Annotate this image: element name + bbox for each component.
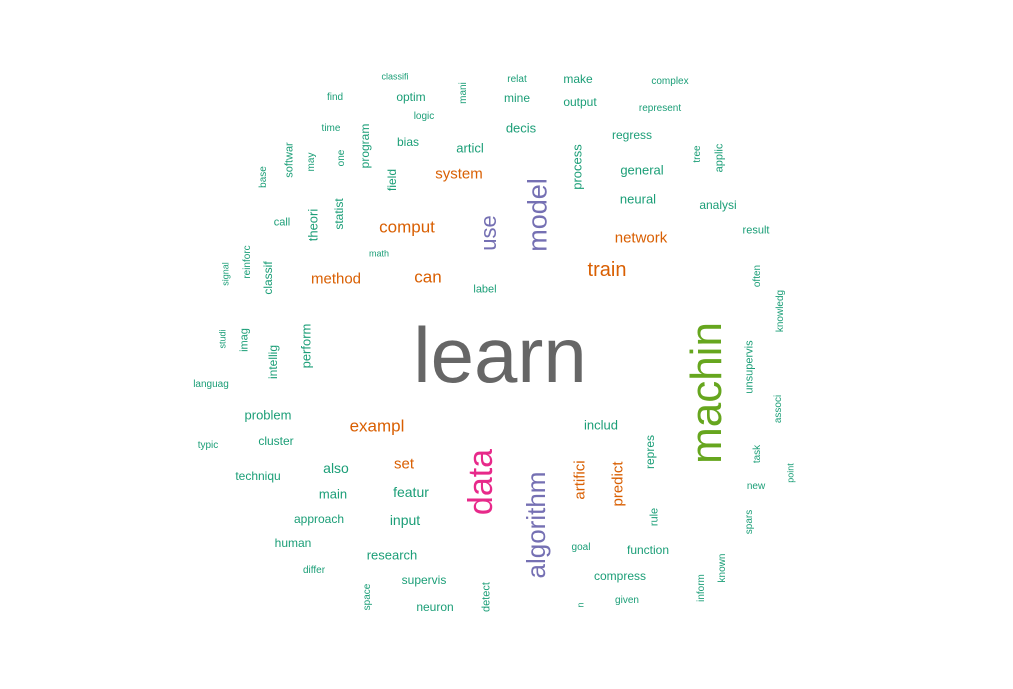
word-regress: regress bbox=[611, 128, 653, 142]
word-set: set bbox=[393, 455, 415, 473]
word-intellig: intellig bbox=[266, 344, 280, 380]
word-also: also bbox=[323, 460, 349, 476]
word-problem: problem bbox=[244, 407, 292, 423]
word-decis: decis bbox=[505, 120, 537, 136]
word-detect: detect bbox=[480, 582, 493, 612]
word-label: label bbox=[473, 283, 497, 296]
word-field: field bbox=[385, 168, 399, 192]
word-theori: theori bbox=[305, 208, 321, 242]
word-compress: compress bbox=[593, 569, 647, 583]
word-find: find bbox=[326, 92, 344, 103]
word-can: can bbox=[414, 267, 442, 287]
word-optim: optim bbox=[396, 90, 426, 104]
word-neural: neural bbox=[619, 191, 657, 207]
word-includ: includ bbox=[584, 417, 618, 433]
word-call: call bbox=[273, 216, 291, 229]
word-mani: mani bbox=[458, 82, 469, 104]
word-input: input bbox=[389, 512, 421, 528]
word-given: given bbox=[615, 595, 639, 606]
word-math: math bbox=[368, 248, 390, 259]
word-statist: statist bbox=[332, 198, 346, 230]
word-model: model bbox=[522, 178, 553, 252]
word-articl: articl bbox=[456, 140, 484, 156]
word-represent: represent bbox=[638, 103, 682, 114]
word-signal: signal bbox=[220, 262, 231, 286]
word-classifi: classifi bbox=[381, 71, 409, 82]
word-use: use bbox=[476, 215, 501, 251]
word-exampl: exampl bbox=[349, 416, 405, 436]
word-research: research bbox=[366, 547, 418, 563]
word-perform: perform bbox=[298, 323, 314, 369]
word-predict: predict bbox=[609, 461, 627, 507]
word-logic: logic bbox=[413, 111, 435, 122]
word-classif: classif bbox=[261, 261, 275, 295]
word-softwar: softwar bbox=[283, 142, 296, 178]
word-analysi: analysi bbox=[699, 198, 737, 212]
word-system: system bbox=[435, 165, 483, 183]
word-supervis: supervis bbox=[401, 573, 447, 587]
word-space: space bbox=[362, 583, 373, 611]
word-typic: typic bbox=[197, 440, 219, 451]
word-approach: approach bbox=[293, 512, 345, 526]
word-base: base bbox=[258, 166, 269, 188]
word-differ: differ bbox=[302, 565, 326, 576]
word-mine: mine bbox=[503, 91, 531, 105]
word-method: method bbox=[310, 270, 362, 288]
word-rule: rule bbox=[648, 507, 661, 527]
word-imag: imag bbox=[238, 328, 251, 352]
word-artifici: artifici bbox=[571, 460, 589, 500]
word-time: time bbox=[321, 123, 341, 134]
word-result: result bbox=[742, 224, 770, 237]
word-cluster: cluster bbox=[258, 434, 294, 448]
word-machin: machin bbox=[682, 322, 731, 464]
word-often: often bbox=[752, 264, 763, 288]
word-applic: applic bbox=[713, 143, 726, 173]
word-process: process bbox=[569, 144, 585, 190]
word-program: program bbox=[358, 123, 372, 169]
word-function: function bbox=[626, 543, 670, 557]
word-tree: tree bbox=[692, 145, 703, 163]
word-unsupervis: unsupervis bbox=[743, 340, 756, 394]
word-studi: studi bbox=[217, 329, 228, 349]
word-main: main bbox=[318, 486, 348, 502]
word-train: train bbox=[587, 259, 627, 281]
word-make: make bbox=[563, 72, 593, 86]
word-point: point bbox=[785, 463, 796, 483]
word-languag: languag bbox=[193, 379, 229, 390]
word-comput: comput bbox=[379, 217, 435, 237]
word-data: data bbox=[462, 448, 500, 516]
word-relat: relat bbox=[507, 74, 527, 85]
word-goal: goal bbox=[571, 542, 591, 553]
word-associ: associ bbox=[773, 394, 784, 424]
word-knowledg: knowledg bbox=[775, 289, 786, 333]
word-algorithm: algorithm bbox=[521, 471, 551, 579]
word-task: task bbox=[752, 444, 763, 464]
word-neuron: neuron bbox=[416, 600, 454, 614]
word-featur: featur bbox=[393, 484, 429, 500]
word-techniqu: techniqu bbox=[235, 469, 281, 483]
word-general: general bbox=[620, 162, 664, 178]
word-new: new bbox=[746, 481, 766, 492]
word-inform: inform bbox=[696, 574, 707, 602]
word-bias: bias bbox=[396, 135, 420, 149]
word-learn: learn bbox=[413, 311, 587, 399]
word-one: one bbox=[336, 149, 347, 167]
word-known: known bbox=[717, 553, 728, 583]
word-may: may bbox=[306, 152, 317, 172]
word-repres: repres bbox=[643, 434, 657, 470]
word-n: n bbox=[575, 602, 586, 608]
word-reinforc: reinforc bbox=[242, 245, 253, 279]
word-human: human bbox=[274, 536, 312, 550]
word-network: network bbox=[614, 229, 668, 247]
word-output: output bbox=[563, 95, 597, 109]
word-spars: spars bbox=[744, 509, 755, 535]
word-complex: complex bbox=[651, 76, 689, 87]
